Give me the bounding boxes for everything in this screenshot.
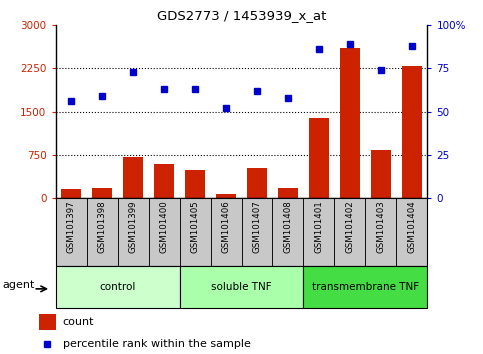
Text: percentile rank within the sample: percentile rank within the sample [63,339,251,349]
Text: GSM101399: GSM101399 [128,200,138,253]
Text: GSM101397: GSM101397 [67,200,75,253]
Bar [39,314,56,330]
Bar [123,157,143,198]
Bar [272,198,303,266]
Bar [309,119,329,198]
Bar [366,198,397,266]
Bar [56,198,86,266]
Bar [211,198,242,266]
Bar [180,198,211,266]
Title: GDS2773 / 1453939_x_at: GDS2773 / 1453939_x_at [157,9,326,22]
Text: GSM101404: GSM101404 [408,200,416,253]
Bar [86,198,117,266]
Bar [334,198,366,266]
Bar [180,266,303,308]
Bar [242,198,272,266]
Bar [340,48,360,198]
Text: GSM101398: GSM101398 [98,200,107,253]
Text: GSM101408: GSM101408 [284,200,293,253]
Bar [278,188,298,198]
Bar [61,189,81,198]
Text: transmembrane TNF: transmembrane TNF [312,282,419,292]
Text: GSM101407: GSM101407 [253,200,261,253]
Bar [117,198,149,266]
Bar [216,194,236,198]
Text: GSM101401: GSM101401 [314,200,324,253]
Bar [397,198,427,266]
Text: GSM101403: GSM101403 [376,200,385,253]
Bar [56,266,180,308]
Bar [92,188,112,198]
Bar [154,164,174,198]
Text: GSM101406: GSM101406 [222,200,230,253]
Text: control: control [99,282,136,292]
Text: GSM101402: GSM101402 [345,200,355,253]
Bar [303,266,427,308]
Text: GSM101400: GSM101400 [159,200,169,253]
Text: count: count [63,317,94,327]
Text: soluble TNF: soluble TNF [211,282,272,292]
Text: agent: agent [3,280,35,290]
Bar [303,198,334,266]
Bar [371,150,391,198]
Bar [247,167,267,198]
Bar [402,67,422,198]
Bar [185,170,205,198]
Bar [149,198,180,266]
Text: GSM101405: GSM101405 [190,200,199,253]
